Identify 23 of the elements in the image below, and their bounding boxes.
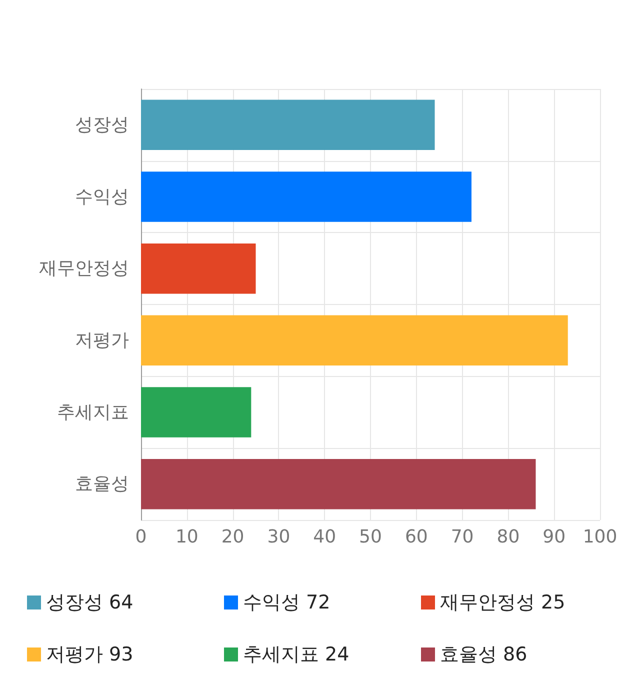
legend-label: 저평가 93 (46, 644, 134, 666)
x-tick-label: 10 (175, 526, 198, 548)
legend-label: 수익성 72 (243, 592, 330, 614)
legend-label: 효율성 86 (440, 644, 528, 666)
x-tick-label: 90 (542, 526, 566, 548)
x-tick-label: 80 (496, 526, 520, 548)
y-tick-label: 성장성 (75, 114, 129, 136)
y-tick-label: 추세지표 (57, 402, 129, 423)
x-tick-label: 20 (221, 526, 244, 548)
x-tick-label: 40 (313, 526, 336, 548)
legend-label: 추세지표 24 (243, 644, 350, 666)
y-tick-label: 효율성 (75, 474, 129, 495)
y-tick-label: 저평가 (75, 330, 129, 351)
x-tick-label: 70 (450, 526, 474, 548)
x-tick-label: 50 (359, 526, 382, 548)
x-tick-label: 0 (135, 526, 147, 548)
y-tick-label: 수익성 (75, 186, 129, 208)
y-tick-label: 재무안정성 (39, 258, 129, 280)
x-tick-label: 60 (404, 526, 428, 548)
legend-label: 성장성 64 (46, 592, 134, 614)
x-tick-label: 100 (582, 526, 618, 548)
x-tick-label: 30 (267, 526, 290, 548)
legend-label: 재무안정성 25 (440, 592, 566, 614)
